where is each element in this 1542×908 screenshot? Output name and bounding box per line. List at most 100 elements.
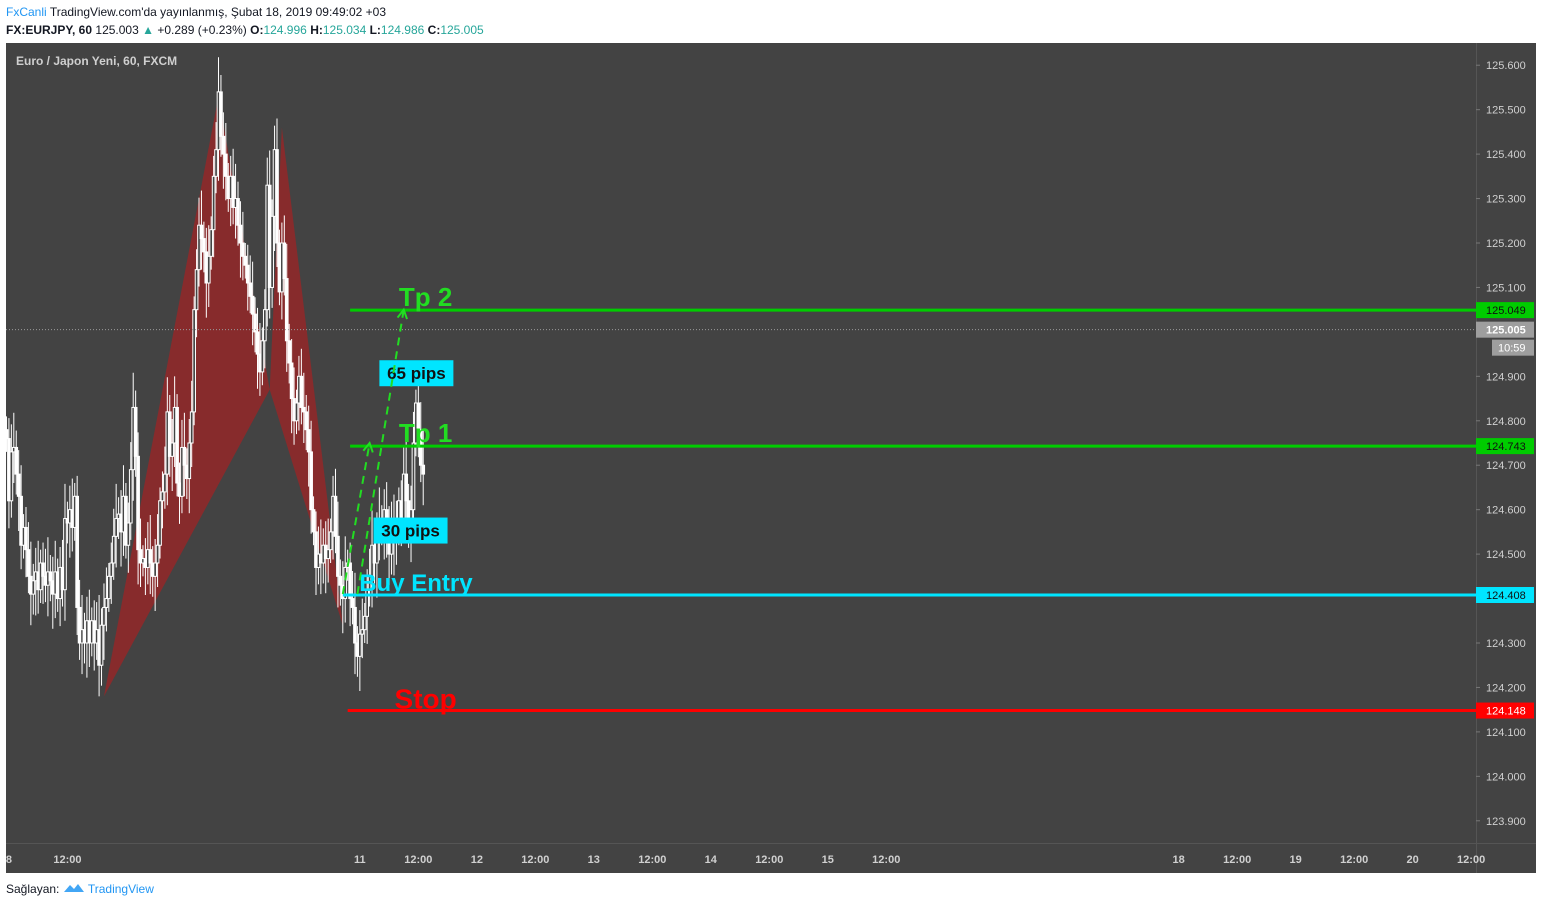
candle xyxy=(206,225,211,307)
candle xyxy=(294,389,299,435)
candle-body xyxy=(311,509,316,533)
candle xyxy=(41,542,45,604)
price-chart[interactable]: Euro / Japon Yeni, 60, FXCM 125.600 125.50… xyxy=(6,43,1536,873)
candle-body xyxy=(411,442,416,511)
publish-info: FxCanli TradingView.com'da yayınlanmış, … xyxy=(6,5,386,19)
x-tick-label: 15 xyxy=(822,854,834,866)
y-tick-label: 125.200 xyxy=(1486,238,1526,250)
candle-body xyxy=(192,309,196,413)
chart-title: Euro / Japon Yeni, 60, FXCM xyxy=(16,54,177,68)
candle-body xyxy=(221,135,226,155)
candle xyxy=(350,571,355,625)
x-tick-label: 12:00 xyxy=(521,854,549,866)
brand-name[interactable]: FxCanli xyxy=(6,5,47,19)
candle-body xyxy=(284,278,289,342)
candle-body xyxy=(126,522,131,546)
level-price-tag-label: 124.148 xyxy=(1486,706,1526,718)
candle-body xyxy=(209,229,214,257)
y-tick-label: 124.100 xyxy=(1486,727,1526,739)
tradingview-link[interactable]: TradingView xyxy=(87,882,154,896)
candle-body xyxy=(421,464,426,475)
candle xyxy=(250,261,255,346)
candle-body xyxy=(14,446,19,475)
candle-body xyxy=(133,406,138,457)
x-tick-label: 12:00 xyxy=(755,854,783,866)
candle xyxy=(236,181,240,246)
candle xyxy=(328,518,333,563)
footer: Sağlayan: TradingView xyxy=(6,882,154,896)
publish-date: TradingView.com'da yayınlanmış, Şubat 18… xyxy=(49,5,386,19)
candle-body xyxy=(262,309,267,342)
x-tick-label: 8 xyxy=(6,854,12,866)
candle-body xyxy=(336,535,340,577)
countdown-label: 10:59 xyxy=(1498,343,1526,355)
triangle-up-icon: ▲ xyxy=(142,23,155,37)
candle xyxy=(362,603,367,643)
candle xyxy=(301,372,306,443)
candle xyxy=(299,348,304,425)
candle xyxy=(311,496,316,546)
candle xyxy=(223,123,228,201)
level-price-tag-label: 124.743 xyxy=(1486,441,1526,453)
candle-body xyxy=(253,313,257,333)
candle-body xyxy=(365,589,370,617)
candle-body xyxy=(245,264,250,284)
candle xyxy=(245,244,250,311)
candle-body xyxy=(358,633,362,657)
y-tick-label: 124.600 xyxy=(1486,505,1526,517)
candle-body xyxy=(24,526,28,551)
candle xyxy=(360,598,365,659)
candle-body xyxy=(9,451,14,502)
candle-body xyxy=(16,473,21,497)
candle xyxy=(289,339,294,434)
candle xyxy=(14,430,19,495)
candle xyxy=(199,190,204,270)
candle xyxy=(270,199,274,308)
candle xyxy=(77,579,82,660)
level-price-tag xyxy=(1476,302,1534,319)
candle-body xyxy=(77,606,82,644)
candle xyxy=(19,465,23,570)
candle xyxy=(111,508,116,580)
candle xyxy=(102,583,106,660)
candle xyxy=(148,515,153,595)
candle-body xyxy=(41,562,45,577)
candle-body xyxy=(338,575,343,586)
candle xyxy=(287,323,292,384)
candle xyxy=(163,446,167,509)
candle-body xyxy=(404,473,408,502)
candle xyxy=(175,394,179,497)
candle xyxy=(124,483,128,559)
stop-label: Stop xyxy=(395,684,457,715)
candle-body xyxy=(348,562,352,600)
candle-body xyxy=(175,406,179,484)
candle xyxy=(180,419,184,514)
candle-body xyxy=(250,295,255,315)
candle xyxy=(333,468,338,554)
candle xyxy=(9,424,14,518)
candle-body xyxy=(255,331,260,355)
candle xyxy=(63,483,67,621)
low-label: L: xyxy=(369,23,381,37)
candle xyxy=(158,487,162,559)
candle xyxy=(133,390,138,477)
candle-body xyxy=(109,562,114,577)
candle-body xyxy=(282,242,287,280)
x-tick-label: 18 xyxy=(1173,854,1185,866)
candle xyxy=(262,289,267,369)
countdown-tag xyxy=(1492,339,1534,356)
candle xyxy=(248,255,253,314)
open-value: 124.996 xyxy=(263,23,307,37)
candle xyxy=(107,563,111,612)
candle-body xyxy=(275,149,279,244)
candle-body xyxy=(343,566,348,600)
candle-body xyxy=(241,242,245,257)
candle-body xyxy=(353,606,357,644)
pips-30-label: 30 pips xyxy=(381,522,440,541)
candle xyxy=(231,148,235,225)
candle xyxy=(284,243,289,372)
candle-body xyxy=(170,442,175,457)
y-tick-label: 125.600 xyxy=(1486,60,1526,72)
x-tick-label: 12:00 xyxy=(404,854,432,866)
candle xyxy=(306,405,311,487)
